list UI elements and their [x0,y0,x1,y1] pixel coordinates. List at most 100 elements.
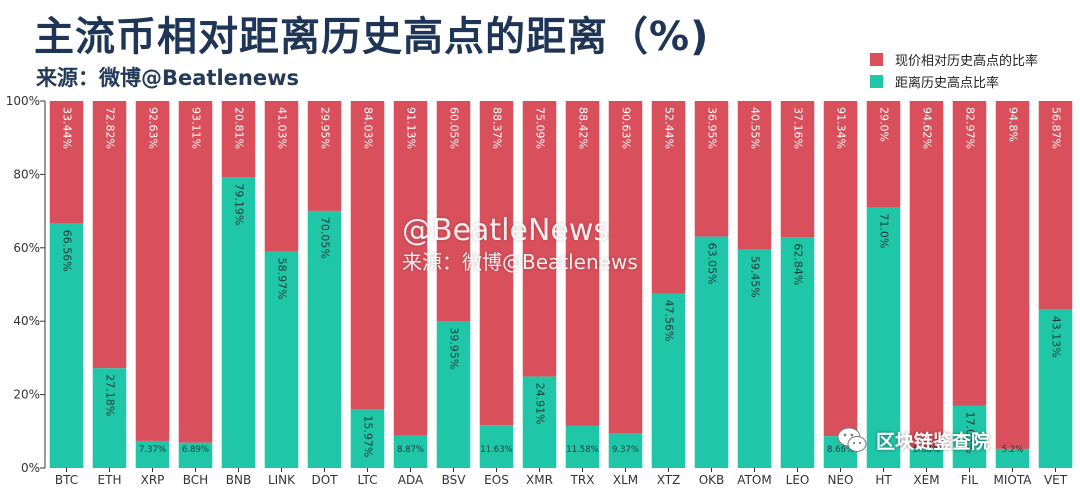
data-label-current: 41.03% [276,107,289,149]
x-tick-label: BSV [442,473,467,487]
x-tick-label: OKB [699,473,725,487]
bar-distance-trx [565,425,600,468]
x-tick-label: XEM [913,473,939,487]
legend-label-distance: 距离历史高点比率 [895,75,1000,91]
legend-swatch-distance [870,74,883,88]
bar-current-vet [1038,101,1073,310]
data-label-current: 84.03% [362,107,375,149]
bar-current-btc [49,101,84,224]
data-label-distance: 11.63% [480,445,512,455]
x-tick-label: XMR [526,473,553,487]
legend-item-current: 现价相对历史高点的比率 [870,48,1038,70]
x-tick-label: XLM [613,473,638,487]
x-tick-label: MIOTA [994,473,1033,487]
data-label-distance: 43.13% [1050,316,1063,358]
bar-current-miota [995,101,1030,449]
data-label-distance: 9.37% [612,445,639,455]
data-label-current: 29.95% [319,107,332,149]
data-label-distance: 7.37% [139,445,166,455]
bar-current-ht [866,101,901,208]
x-tick-label: ADA [398,473,424,487]
bar-current-xtz [651,101,686,294]
data-label-distance: 70.05% [319,217,332,259]
data-label-current: 56.87% [1050,107,1063,149]
data-label-distance: 11.58% [566,445,598,455]
data-label-distance: 5.2% [1002,445,1024,455]
data-label-distance: 8.87% [397,445,424,455]
data-label-distance: 24.91% [534,383,547,425]
data-label-current: 37.16% [792,107,805,149]
bar-current-dot [307,101,342,211]
x-tick-label: BCH [183,473,208,487]
data-label-current: 52.44% [663,107,676,149]
data-label-current: 92.63% [147,107,160,149]
y-tick-label: 80% [13,167,40,181]
bar-distance-vet [1038,309,1073,468]
bar-distance-dot [307,210,342,468]
data-label-distance: 47.56% [663,299,676,341]
x-tick-label: ATOM [737,473,771,487]
x-tick-label: BNB [226,473,251,487]
data-label-distance: 39.95% [448,327,461,369]
data-label-distance: 63.05% [706,243,719,285]
x-tick-label: HT [875,473,892,487]
data-label-current: 93.11% [190,107,203,149]
bar-distance-miota [995,448,1030,468]
legend-label-current: 现价相对历史高点的比率 [895,53,1039,69]
bar-distance-atom [737,249,772,468]
data-label-distance: 15.97% [362,415,375,457]
brand-label: 区块链鉴查院 [876,430,991,453]
bar-distance-ada [393,435,428,468]
bar-current-fil [952,101,987,406]
bar-distance-ltc [350,409,385,468]
chart-legend: 现价相对历史高点的比率 距离历史高点比率 [870,48,1038,92]
chart-subtitle: 来源：微博@Beatlenews [36,66,299,90]
data-label-current: 60.05% [448,107,461,149]
data-label-current: 40.55% [749,107,762,149]
x-tick-label: VET [1044,473,1068,487]
x-tick-label: NEO [827,473,853,487]
bar-distance-xtz [651,293,686,468]
data-label-current: 94.8% [1007,107,1020,142]
bar-distance-btc [49,223,84,468]
x-tick-label: ETH [98,473,122,487]
data-label-current: 72.82% [104,107,117,149]
data-label-current: 94.62% [921,107,934,149]
x-tick-label: LEO [786,473,810,487]
legend-item-distance: 距离历史高点比率 [870,70,1038,92]
y-tick-label: 60% [13,241,40,255]
bar-distance-xrp [135,440,170,468]
bar-distance-bnb [221,177,256,469]
x-tick-label: LINK [268,473,296,487]
data-label-distance: 5.38% [913,445,940,455]
bar-current-eth [92,101,127,369]
bar-current-okb [694,101,729,237]
watermark: @BeatleNews 来源：微博@Beatlenews [402,214,638,275]
data-label-current: 29.0% [878,107,891,142]
bar-current-bnb [221,101,256,178]
bar-current-xem [909,101,944,449]
bar-current-xrp [135,101,170,441]
bar-distance-xem [909,448,944,468]
x-tick-label: EOS [484,473,509,487]
x-tick-label: DOT [311,473,338,487]
data-label-current: 90.63% [620,107,633,149]
x-tick-label: BTC [55,473,78,487]
watermark-source: 来源：微博@Beatlenews [402,250,638,274]
data-label-current: 75.09% [534,107,547,149]
bar-distance-xlm [608,433,643,468]
bar-distance-eth [92,368,127,468]
data-label-distance: 62.84% [792,243,805,285]
bar-distance-eos [479,425,514,468]
y-tick-label: 0% [21,461,40,475]
bar-current-trx [565,101,600,426]
bar-current-ltc [350,101,385,410]
data-label-distance: 59.45% [749,256,762,298]
bar-distance-xmr [522,376,557,468]
bar-distance-leo [780,237,815,468]
data-label-current: 36.95% [706,107,719,149]
bar-current-bsv [436,101,471,322]
bar-current-neo [823,101,858,437]
bar-distance-link [264,251,299,468]
